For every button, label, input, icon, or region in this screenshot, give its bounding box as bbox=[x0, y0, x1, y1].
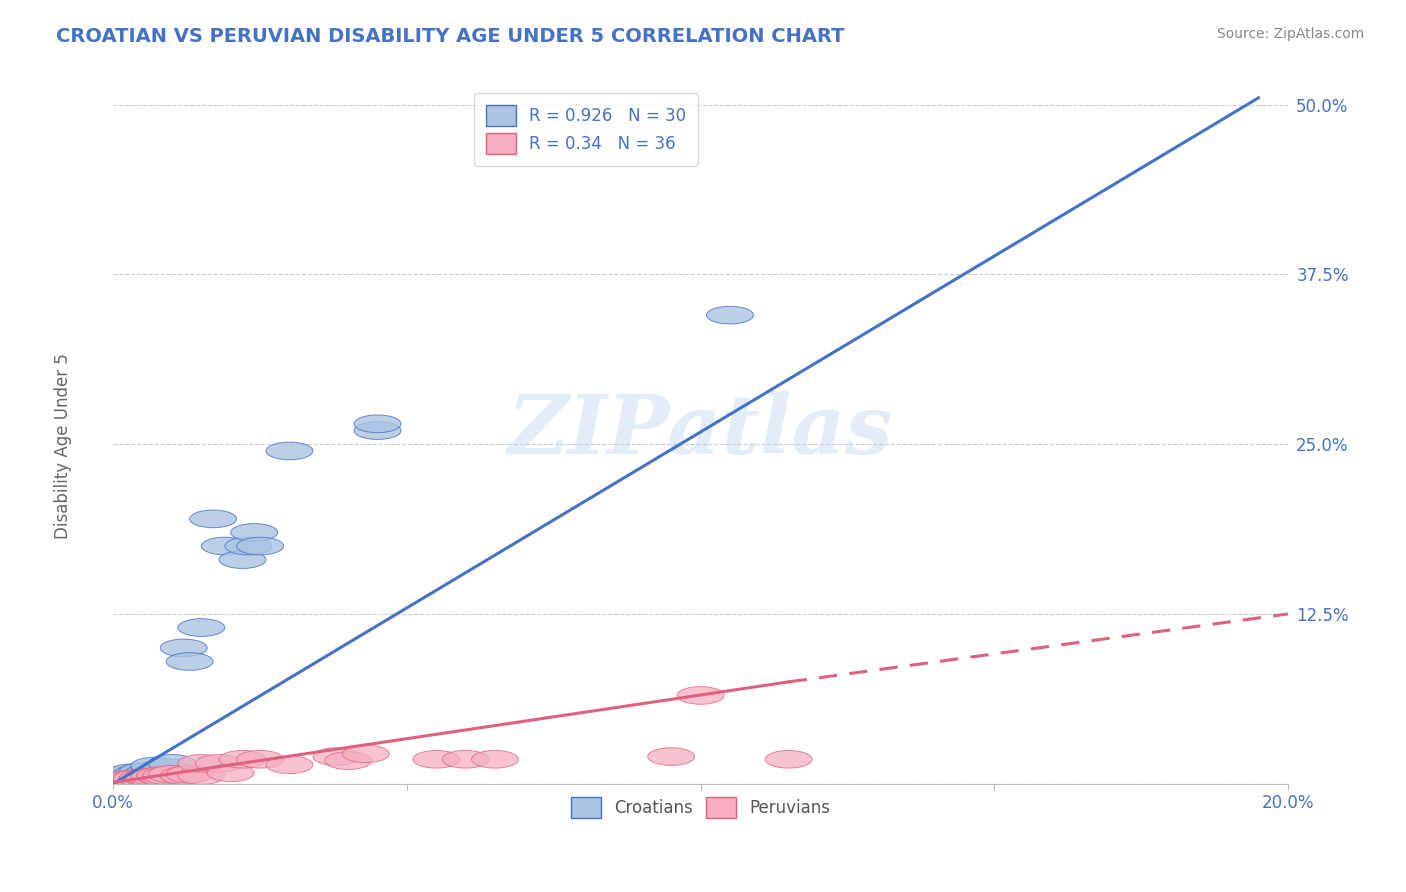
Ellipse shape bbox=[131, 757, 179, 775]
Ellipse shape bbox=[96, 772, 142, 789]
Ellipse shape bbox=[342, 745, 389, 763]
Text: ZIPatlas: ZIPatlas bbox=[508, 391, 893, 471]
Ellipse shape bbox=[101, 770, 149, 787]
Ellipse shape bbox=[706, 306, 754, 324]
Ellipse shape bbox=[142, 767, 190, 784]
Ellipse shape bbox=[207, 764, 254, 781]
Ellipse shape bbox=[678, 687, 724, 705]
Ellipse shape bbox=[231, 524, 278, 541]
Ellipse shape bbox=[236, 537, 284, 555]
Ellipse shape bbox=[142, 758, 190, 776]
Ellipse shape bbox=[114, 770, 160, 787]
Ellipse shape bbox=[236, 750, 284, 768]
Ellipse shape bbox=[441, 750, 489, 768]
Ellipse shape bbox=[166, 765, 214, 783]
Ellipse shape bbox=[219, 750, 266, 768]
Ellipse shape bbox=[149, 755, 195, 772]
Legend: Croatians, Peruvians: Croatians, Peruvians bbox=[564, 790, 837, 825]
Ellipse shape bbox=[354, 415, 401, 433]
Text: Disability Age Under 5: Disability Age Under 5 bbox=[55, 353, 72, 539]
Ellipse shape bbox=[120, 768, 166, 786]
Ellipse shape bbox=[179, 755, 225, 772]
Ellipse shape bbox=[114, 771, 160, 789]
Ellipse shape bbox=[166, 653, 214, 670]
Ellipse shape bbox=[114, 770, 160, 787]
Ellipse shape bbox=[125, 764, 172, 781]
Ellipse shape bbox=[120, 763, 166, 780]
Ellipse shape bbox=[125, 767, 172, 784]
Ellipse shape bbox=[648, 747, 695, 765]
Ellipse shape bbox=[114, 765, 160, 783]
Ellipse shape bbox=[266, 442, 314, 459]
Ellipse shape bbox=[107, 772, 155, 789]
Ellipse shape bbox=[160, 767, 207, 784]
Ellipse shape bbox=[120, 770, 166, 787]
Ellipse shape bbox=[225, 537, 271, 555]
Ellipse shape bbox=[131, 768, 179, 786]
Text: Source: ZipAtlas.com: Source: ZipAtlas.com bbox=[1216, 27, 1364, 41]
Ellipse shape bbox=[131, 771, 179, 789]
Text: CROATIAN VS PERUVIAN DISABILITY AGE UNDER 5 CORRELATION CHART: CROATIAN VS PERUVIAN DISABILITY AGE UNDE… bbox=[56, 27, 845, 45]
Ellipse shape bbox=[136, 764, 184, 781]
Ellipse shape bbox=[96, 772, 142, 789]
Ellipse shape bbox=[413, 750, 460, 768]
Ellipse shape bbox=[136, 767, 184, 784]
Ellipse shape bbox=[179, 619, 225, 636]
Ellipse shape bbox=[314, 747, 360, 765]
Ellipse shape bbox=[201, 537, 249, 555]
Ellipse shape bbox=[120, 771, 166, 789]
Ellipse shape bbox=[136, 768, 184, 786]
Ellipse shape bbox=[471, 750, 519, 768]
Ellipse shape bbox=[160, 639, 207, 657]
Ellipse shape bbox=[149, 765, 195, 783]
Ellipse shape bbox=[190, 510, 236, 528]
Ellipse shape bbox=[125, 768, 172, 786]
Ellipse shape bbox=[107, 764, 155, 781]
Ellipse shape bbox=[107, 771, 155, 789]
Ellipse shape bbox=[107, 768, 155, 786]
Ellipse shape bbox=[101, 767, 149, 784]
Ellipse shape bbox=[219, 550, 266, 568]
Ellipse shape bbox=[195, 755, 242, 772]
Ellipse shape bbox=[125, 770, 172, 787]
Ellipse shape bbox=[179, 767, 225, 784]
Ellipse shape bbox=[101, 771, 149, 789]
Ellipse shape bbox=[266, 756, 314, 773]
Ellipse shape bbox=[354, 422, 401, 440]
Ellipse shape bbox=[131, 762, 179, 779]
Ellipse shape bbox=[765, 750, 813, 768]
Ellipse shape bbox=[325, 752, 371, 770]
Ellipse shape bbox=[142, 770, 190, 787]
Ellipse shape bbox=[101, 772, 149, 789]
Ellipse shape bbox=[107, 771, 155, 789]
